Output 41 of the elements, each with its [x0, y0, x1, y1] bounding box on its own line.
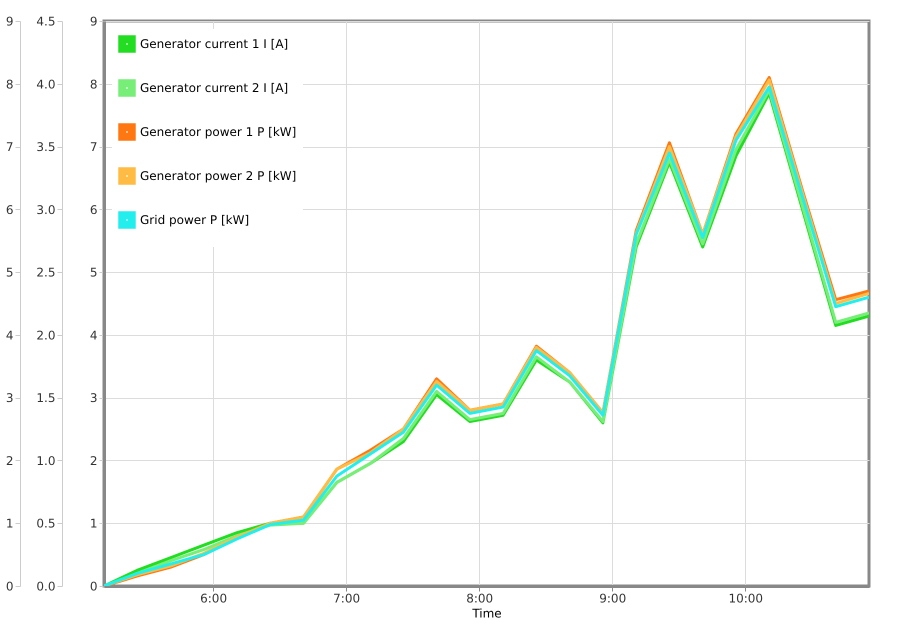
legend-label: Generator power 1 P [kW]	[140, 125, 296, 139]
y-tick-label: 6	[90, 202, 98, 217]
y2-tick-label: 3.0	[36, 202, 56, 217]
y2-tick-label: 2.5	[36, 266, 56, 280]
y2-tick-label: 3.5	[36, 140, 56, 154]
legend-label: Generator current 1 I [A]	[140, 37, 288, 51]
legend-label: Generator power 2 P [kW]	[140, 169, 296, 183]
y3-tick-label: 1	[6, 516, 14, 531]
y-tick-label: 1	[90, 516, 98, 531]
y2-tick-label: 0.0	[36, 580, 56, 594]
legend-label: Grid power P [kW]	[140, 213, 250, 227]
x-tick-label: 6:00	[200, 592, 228, 606]
y-tick-label: 0	[90, 580, 98, 594]
y-tick-label: 3	[90, 391, 98, 406]
y3-tick-label: 4	[6, 328, 14, 342]
y-tick-label: 2	[90, 454, 98, 468]
y3-tick-label: 8	[6, 77, 14, 92]
y-tick-label: 4	[90, 328, 98, 342]
y3-tick-label: 5	[6, 266, 14, 280]
y2-tick-label: 2.0	[36, 328, 56, 342]
y-tick-label: 9	[90, 14, 98, 28]
y-tick-label: 7	[90, 140, 98, 154]
x-tick-label: 10:00	[728, 592, 764, 606]
x-tick-label: 7:00	[333, 592, 360, 606]
x-tick-label: 9:00	[599, 592, 626, 606]
y3-tick-label: 6	[6, 202, 14, 217]
y2-tick-label: 4.0	[36, 77, 56, 92]
y3-tick-label: 7	[6, 140, 14, 154]
y3-tick-label: 0	[6, 580, 14, 594]
y2-tick-label: 1.5	[36, 391, 56, 406]
x-axis-title: Time	[471, 606, 502, 620]
y-tick-label: 8	[90, 77, 98, 92]
x-tick-label: 8:00	[466, 592, 494, 606]
y-tick-label: 5	[90, 266, 98, 280]
y3-tick-label: 3	[6, 391, 14, 406]
y2-tick-label: 1.0	[36, 454, 56, 468]
y3-tick-label: 9	[6, 14, 14, 28]
legend-label: Generator current 2 I [A]	[140, 81, 288, 95]
y3-tick-label: 2	[6, 454, 14, 468]
y2-tick-label: 4.5	[36, 14, 56, 28]
y2-tick-label: 0.5	[36, 516, 56, 531]
